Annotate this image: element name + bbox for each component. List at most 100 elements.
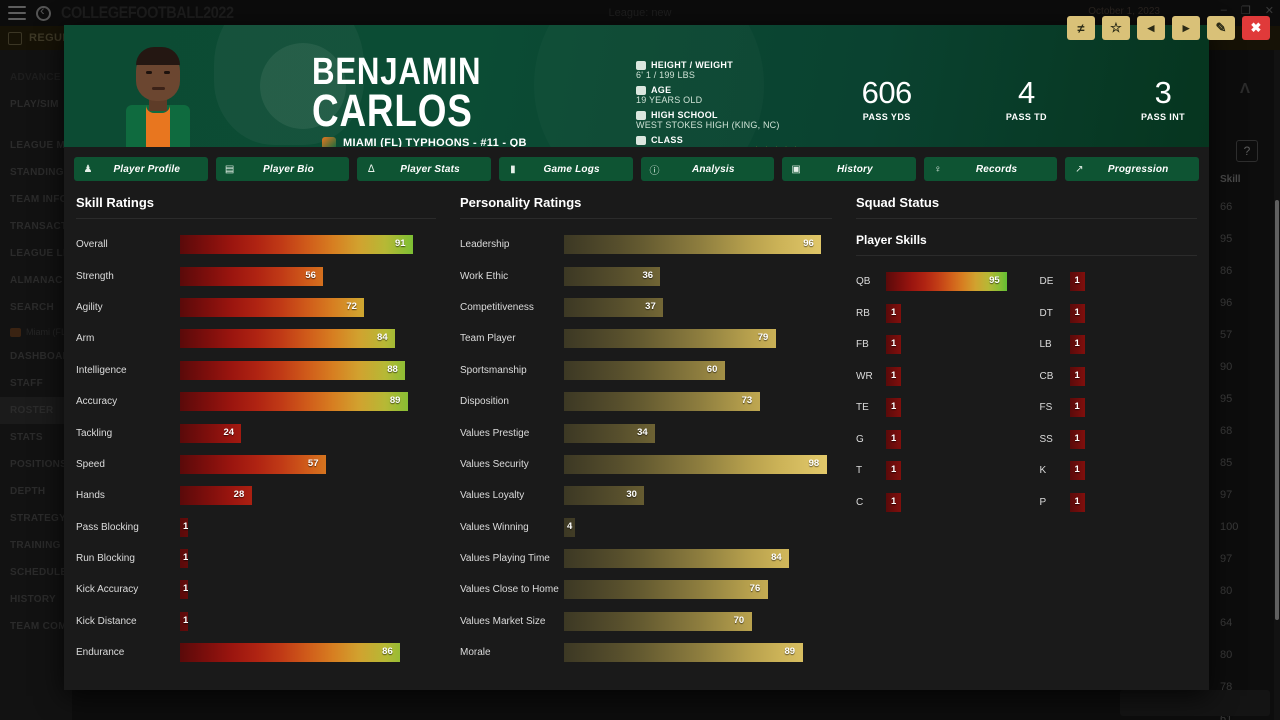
rating-bar <box>564 392 760 412</box>
sidebar-item-almanac[interactable]: ALMANAC <box>10 275 63 286</box>
menu-icon[interactable] <box>8 6 26 20</box>
roster-skill-header[interactable]: Skill <box>1220 174 1241 185</box>
sidebar-item-positions[interactable]: POSITIONS <box>10 459 68 470</box>
roster-skill-cell: 96 <box>1220 297 1233 309</box>
sidebar-item-transactions[interactable]: TRANSACTIONS <box>10 221 72 232</box>
stat-pass-td: 4 PASS TD <box>1006 77 1047 122</box>
bio-high-school: HIGH SCHOOL WEST STOKES HIGH (KING, NC) <box>636 110 886 130</box>
rating-bar <box>564 329 776 349</box>
sidebar-item-advance[interactable]: ADVANCE <box>10 72 61 83</box>
rating-value: 37 <box>645 300 656 312</box>
sidebar-item-search[interactable]: SEARCH <box>10 302 55 313</box>
player-skills-title: Player Skills <box>856 233 927 247</box>
tab-player-stats[interactable]: ᐃ Player Stats <box>357 157 491 181</box>
rating-row: Accuracy 89 <box>76 386 436 417</box>
rating-track: 1 <box>180 517 436 537</box>
sidebar-item-training[interactable]: TRAINING <box>10 540 61 551</box>
star-icon[interactable]: ☆ <box>1102 16 1130 40</box>
bio-class: CLASS REDSHIRT SOPHOMORE ★★★★★ RANK: 12 <box>636 135 886 147</box>
sidebar-team[interactable]: Miami (FL) <box>0 321 72 343</box>
rating-label: Speed <box>76 458 105 470</box>
rating-row: Work Ethic 36 <box>460 260 832 291</box>
sidebar-item-history[interactable]: HISTORY <box>10 594 56 605</box>
sidebar-item-dashboard[interactable]: DASHBOARD <box>10 351 72 362</box>
rating-label: Kick Accuracy <box>76 584 139 596</box>
tab-progression[interactable]: ↗ Progression <box>1065 157 1199 181</box>
tab-analysis[interactable]: ⓘ Analysis <box>640 157 775 181</box>
roster-skill-cell: 68 <box>1220 425 1233 437</box>
tab-history[interactable]: ▣ History <box>782 157 916 181</box>
sidebar-item-team-info[interactable]: TEAM INFO <box>10 194 68 205</box>
tab-player-profile[interactable]: ♟ Player Profile <box>74 157 208 181</box>
rating-row: Morale 89 <box>460 637 832 668</box>
squad-status-title: Squad Status <box>856 195 940 210</box>
sidebar-item-team-compare[interactable]: TEAM COMPARE <box>10 621 72 632</box>
rating-track: 72 <box>180 297 436 317</box>
rating-bar <box>564 517 575 537</box>
rating-bar <box>180 454 326 474</box>
sidebar-item-league-leaders[interactable]: LEAGUE LEADERS <box>10 248 72 259</box>
rating-track: 1 <box>180 549 436 569</box>
sidebar-item-standings[interactable]: STANDINGS <box>10 167 71 178</box>
rating-track: 60 <box>564 360 832 380</box>
player-skill-bar <box>886 429 902 449</box>
sidebar-item-staff[interactable]: STAFF <box>10 378 43 389</box>
tab-records[interactable]: ♀ Records <box>923 157 1058 181</box>
player-skill-value: 1 <box>1074 432 1080 444</box>
help-badge[interactable]: ? <box>1236 140 1258 162</box>
rating-value: 72 <box>346 300 357 312</box>
sidebar-item-stats[interactable]: STATS <box>10 432 43 443</box>
player-skill-row: DE 1 <box>1040 266 1198 298</box>
rating-track: 98 <box>564 454 832 474</box>
prev-icon[interactable]: ◂ <box>1137 16 1165 40</box>
sidebar-item-strategy[interactable]: STRATEGY <box>10 513 67 524</box>
rating-label: Values Playing Time <box>460 553 550 565</box>
rating-bar <box>180 580 189 600</box>
rating-value: 4 <box>567 520 573 532</box>
sidebar-item-league-menu[interactable]: LEAGUE MENU <box>10 140 72 151</box>
vertical-scrollbar[interactable] <box>1274 50 1280 720</box>
rating-track: 1 <box>180 611 436 631</box>
minimize-icon[interactable]: – <box>1220 4 1227 16</box>
window-close-icon[interactable]: ✕ <box>1264 5 1274 17</box>
rating-label: Values Winning <box>460 521 529 533</box>
rating-row: Competitiveness 37 <box>460 292 832 323</box>
player-skill-position: SS <box>1039 433 1053 445</box>
player-team-text: MIAMI (FL) TYPHOONS - #11 - QB <box>343 137 527 147</box>
stat-pass-int: 3 PASS INT <box>1141 77 1185 122</box>
sidebar-item-roster[interactable]: ROSTER <box>0 397 72 424</box>
close-icon[interactable]: ✖ <box>1242 16 1270 40</box>
sidebar-item-playsim[interactable]: PLAY/SIM <box>10 99 59 110</box>
player-skill-value: 1 <box>891 432 897 444</box>
edit-icon[interactable]: ✎ <box>1207 16 1235 40</box>
player-skill-position: FS <box>1039 402 1053 414</box>
player-skill-position: CB <box>1039 370 1054 382</box>
window-controls[interactable]: – ❐ ✕ <box>1221 4 1274 17</box>
compare-icon[interactable]: ≠ <box>1067 16 1095 40</box>
rating-track: 96 <box>564 235 832 255</box>
player-tabs: ♟ Player Profile ▤ Player Bio ᐃ Player S… <box>64 147 1209 181</box>
player-skill-track: 1 <box>1069 366 1198 386</box>
rating-track: 28 <box>180 486 436 506</box>
back-arrow-icon[interactable] <box>36 3 51 21</box>
player-name: BENJAMIN CARLOS <box>312 53 518 133</box>
roster-skill-cell: 64 <box>1220 617 1233 629</box>
maximize-icon[interactable]: ❐ <box>1240 5 1251 17</box>
rating-bar <box>564 486 645 506</box>
sidebar-item-schedule[interactable]: SCHEDULE <box>10 567 68 578</box>
rating-value: 89 <box>389 395 401 407</box>
roster-skill-cell: 61 <box>1220 713 1233 720</box>
player-skill-track: 1 <box>886 429 1014 449</box>
bio-height-weight: HEIGHT / WEIGHT 6' 1 / 199 LBS <box>636 60 886 80</box>
roster-skill-cell: 90 <box>1220 361 1233 373</box>
tab-player-bio[interactable]: ▤ Player Bio <box>215 157 350 181</box>
rating-label: Values Security <box>460 458 529 470</box>
rating-value: 98 <box>808 457 820 469</box>
roster-skill-cell: 97 <box>1220 489 1233 501</box>
sidebar-item-depth[interactable]: DEPTH <box>10 486 46 497</box>
player-skill-row: TE 1 <box>856 392 1014 424</box>
tab-game-logs[interactable]: ▮ Game Logs <box>498 157 633 181</box>
next-icon[interactable]: ▸ <box>1172 16 1200 40</box>
player-skill-value: 1 <box>891 306 897 318</box>
rating-label: Leadership <box>460 239 510 251</box>
